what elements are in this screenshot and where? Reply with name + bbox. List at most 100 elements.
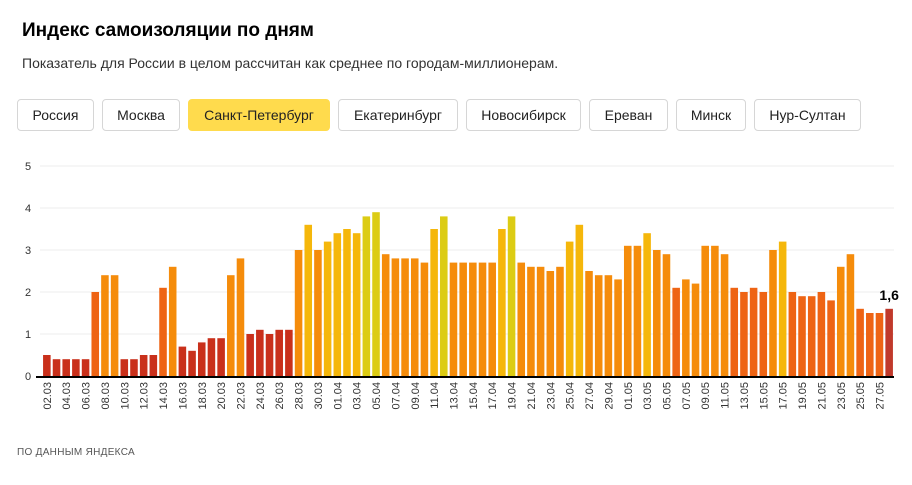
x-tick-label: 15.05 (758, 382, 770, 410)
x-tick-label: 24.03 (255, 382, 267, 410)
bar (614, 279, 622, 376)
bar (885, 308, 893, 376)
bar (285, 329, 293, 376)
bar (314, 250, 322, 376)
bar (265, 334, 274, 376)
bar (343, 229, 351, 376)
bar (507, 216, 516, 376)
x-tick-label: 30.03 (313, 382, 325, 410)
y-tick-label: 3 (25, 245, 31, 257)
tab-minsk[interactable]: Минск (676, 99, 746, 131)
bar (594, 275, 603, 376)
last-value-label: 1,6 (879, 287, 899, 303)
bar (875, 313, 884, 376)
bar (294, 250, 303, 376)
bar (556, 266, 564, 376)
bar (720, 254, 729, 376)
bar (159, 287, 167, 376)
bar (197, 342, 206, 376)
bar (866, 313, 874, 376)
tab-russia[interactable]: Россия (17, 99, 94, 131)
bar (701, 245, 709, 376)
bar (856, 308, 864, 376)
bar (362, 216, 371, 376)
page-subtitle: Показатель для России в целом рассчитан … (22, 55, 559, 71)
bar (275, 329, 283, 376)
x-tick-label: 09.04 (410, 382, 422, 410)
tab-novosibirsk[interactable]: Новосибирск (466, 99, 581, 131)
tab-nur-sultan[interactable]: Нур-Султан (754, 99, 861, 131)
bar (120, 359, 129, 376)
x-tick-label: 17.04 (487, 382, 499, 410)
bar (81, 359, 90, 376)
bar (565, 241, 574, 376)
bar (236, 258, 245, 376)
y-tick-label: 4 (25, 203, 31, 215)
x-tick-label: 27.05 (874, 382, 886, 410)
bar (420, 262, 429, 376)
x-tick-label: 06.03 (81, 382, 93, 410)
bar (817, 292, 826, 376)
bar (352, 233, 361, 376)
x-tick-label: 21.05 (816, 382, 828, 410)
tab-yekaterinburg[interactable]: Екатеринбург (338, 99, 458, 131)
x-tick-label: 23.04 (545, 382, 557, 410)
bar (469, 262, 477, 376)
x-tick-label: 03.05 (642, 382, 654, 410)
x-tick-label: 09.05 (700, 382, 712, 410)
bar (498, 229, 506, 376)
bar (749, 287, 758, 376)
bar (217, 338, 225, 376)
bar (101, 275, 109, 376)
bar (585, 271, 593, 376)
bar (139, 355, 148, 376)
bar (381, 254, 390, 376)
bar (517, 262, 526, 376)
x-tick-label: 05.05 (661, 382, 673, 410)
bar (788, 292, 797, 376)
x-tick-label: 28.03 (294, 382, 306, 410)
x-tick-label: 11.05 (720, 382, 732, 409)
bar (227, 275, 235, 376)
x-tick-label: 10.03 (119, 382, 131, 410)
bar (623, 245, 632, 376)
x-tick-label: 22.03 (235, 382, 247, 410)
bar (52, 359, 61, 376)
x-tick-label: 07.05 (681, 382, 693, 410)
x-tick-label: 19.05 (797, 382, 809, 410)
bar (256, 329, 264, 376)
bar (178, 346, 187, 376)
bar (304, 224, 313, 376)
bar (488, 262, 496, 376)
bar (643, 233, 651, 376)
tab-saint-petersburg[interactable]: Санкт-Петербург (188, 99, 330, 131)
tab-moscow[interactable]: Москва (102, 99, 180, 131)
bar (536, 266, 545, 376)
x-tick-label: 13.05 (739, 382, 751, 410)
bar (807, 296, 816, 376)
bar (372, 212, 380, 376)
city-tabs: Россия Москва Санкт-Петербург Екатеринбу… (17, 99, 869, 131)
y-tick-label: 5 (25, 161, 31, 173)
source-note: ПО ДАННЫМ ЯНДЕКСА (17, 447, 135, 458)
x-tick-label: 25.05 (855, 382, 867, 410)
x-tick-label: 04.03 (61, 382, 73, 410)
bar (691, 283, 700, 376)
x-tick-label: 16.03 (177, 382, 189, 410)
bar (546, 271, 555, 376)
y-tick-label: 0 (25, 371, 31, 383)
y-tick-label: 1 (25, 329, 31, 341)
bar (711, 245, 719, 376)
bar (575, 224, 584, 376)
x-tick-label: 14.03 (158, 382, 170, 410)
x-tick-label: 18.03 (197, 382, 209, 410)
x-tick-label: 21.04 (526, 382, 538, 410)
bar (604, 275, 613, 376)
bar (91, 292, 100, 376)
bar (740, 292, 748, 376)
tab-yerevan[interactable]: Ереван (589, 99, 668, 131)
bar (633, 245, 642, 376)
x-tick-label: 01.04 (332, 382, 344, 410)
x-tick-label: 20.03 (216, 382, 228, 410)
bar (246, 334, 254, 376)
